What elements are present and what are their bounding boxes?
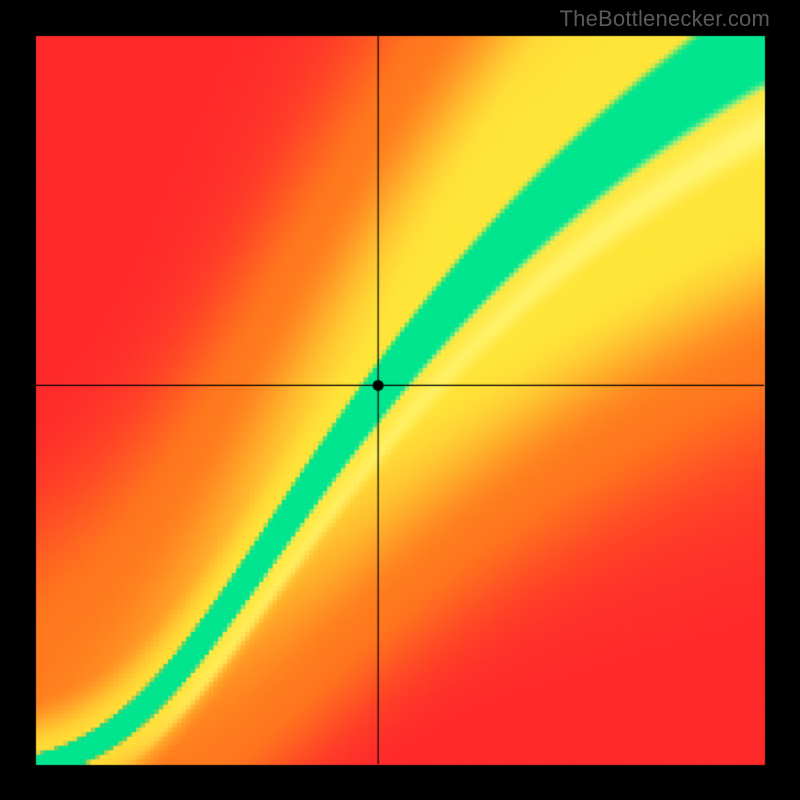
heatmap-canvas [0, 0, 800, 800]
chart-container: TheBottlenecker.com [0, 0, 800, 800]
watermark-text: TheBottlenecker.com [560, 6, 770, 32]
